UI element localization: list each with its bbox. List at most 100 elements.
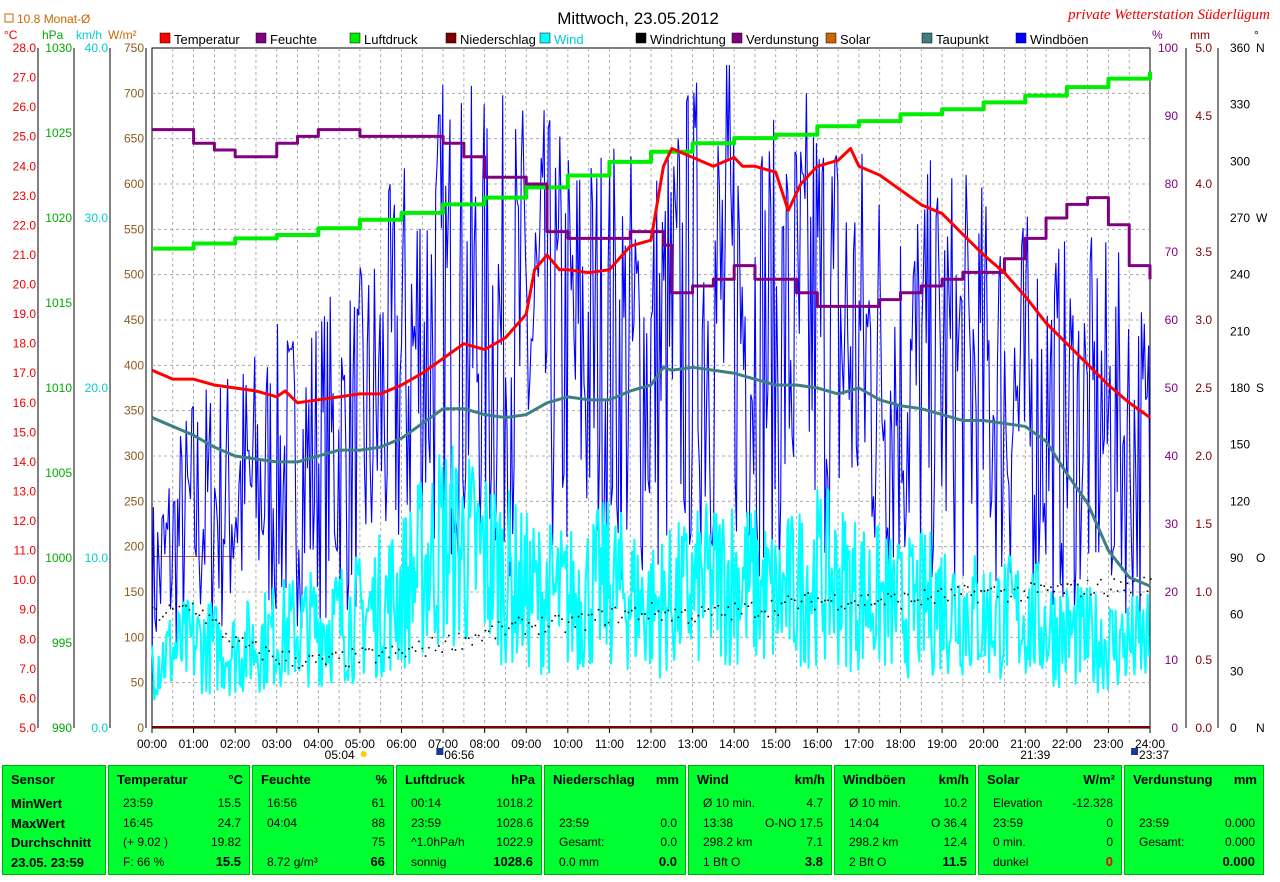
table-header-unit: km/h	[938, 772, 969, 787]
x-tick-label: 21:00	[1010, 737, 1040, 751]
temp-tick-label: 12.0	[13, 514, 37, 528]
table-cell-label: 23:59	[559, 816, 590, 830]
weather-chart: Mittwoch, 23.05.2012 private Wetterstatio…	[4, 7, 1270, 762]
humidity-tick-label: 30	[1165, 517, 1179, 531]
table-cell-value: 10.2	[943, 796, 967, 810]
temp-tick-label: 9.0	[19, 603, 36, 617]
table-cell-value: O 36.4	[930, 816, 967, 830]
table-cell-value: 11.5	[942, 854, 967, 869]
humidity-tick-label: 80	[1165, 177, 1179, 191]
unit-header: °	[1254, 28, 1259, 42]
table-cell-value: 0.0	[658, 854, 677, 869]
table-column-niederschlag: Niederschlag mm 23:59 0.0 Gesamt: 0.0 0.0 mm 0.…	[544, 765, 686, 875]
last-update-label: 23:37	[1139, 748, 1169, 762]
table-header-unit: mm	[655, 772, 679, 787]
table-sensor-label: Durchschnitt	[11, 835, 92, 850]
unit-header: hPa	[42, 28, 64, 42]
table-cell-value: 0	[1105, 854, 1113, 869]
temp-tick-label: 28.0	[13, 41, 37, 55]
wind-tick-label: 40.0	[85, 41, 109, 55]
legend-label: Windrichtung	[650, 32, 726, 47]
table-cell-label: sonnig	[411, 855, 447, 869]
table-cell-label: Gesamt:	[1139, 835, 1185, 849]
temp-tick-label: 27.0	[13, 71, 37, 85]
solar-tick-label: 50	[131, 676, 145, 690]
temp-tick-label: 13.0	[13, 484, 37, 498]
table-sensor-label: 23.05. 23:59	[11, 855, 85, 870]
temp-tick-label: 24.0	[13, 159, 37, 173]
station-name: private Wetterstation Süderlügum	[1067, 7, 1270, 23]
pressure-tick-label: 1010	[45, 381, 72, 395]
series-taupunkt-line	[151, 365, 1151, 588]
humidity-tick-label: 0	[1171, 721, 1178, 735]
table-cell-value: -12.328	[1072, 796, 1113, 810]
table-cell-value: 24.7	[217, 816, 241, 830]
series-wind-line	[151, 445, 1151, 701]
temp-tick-label: 14.0	[13, 455, 37, 469]
solar-tick-label: 350	[124, 404, 144, 418]
temp-tick-label: 7.0	[19, 662, 36, 676]
table-cell-label: 00:14	[411, 796, 442, 810]
chart-title: Mittwoch, 23.05.2012	[557, 9, 719, 28]
table-cell-label: Elevation	[993, 796, 1043, 810]
table-header-unit: W/m²	[1083, 772, 1115, 787]
humidity-tick-label: 70	[1165, 245, 1179, 259]
rain-tick-label: 1.5	[1195, 517, 1212, 531]
table-cell-value: 66	[370, 854, 385, 869]
wind-tick-label: 20.0	[85, 381, 109, 395]
legend-swatch	[539, 32, 551, 44]
table-column-windböen: Windböen km/h Ø 10 min. 10.2 14:04 O 36.4 298.…	[834, 765, 976, 875]
sunrise-label: 05:04	[325, 748, 355, 762]
dir-tick-label: 360	[1230, 41, 1250, 55]
table-cell-value: 0	[1106, 835, 1113, 849]
unit-header: W/m²	[108, 28, 137, 42]
dir-tick-label: 270	[1230, 211, 1250, 225]
legend-swatch	[731, 32, 743, 44]
legend-swatch	[825, 32, 837, 44]
rain-tick-label: 4.0	[1195, 177, 1212, 191]
legend-swatch	[635, 32, 647, 44]
monthly-avg-label: 10.8 Monat-Ø	[17, 12, 90, 26]
table-cell-value: 0.000	[1222, 854, 1255, 869]
table-cell-label: 1 Bft O	[703, 855, 741, 869]
table-cell-value: 7.1	[806, 835, 823, 849]
wind-tick-label: 0.0	[91, 721, 108, 735]
x-tick-label: 19:00	[927, 737, 957, 751]
table-header-unit: °C	[228, 772, 243, 787]
solar-tick-label: 600	[124, 177, 144, 191]
rain-tick-label: 2.0	[1195, 449, 1212, 463]
unit-header: km/h	[76, 28, 102, 42]
solar-tick-label: 200	[124, 540, 144, 554]
solar-tick-label: 100	[124, 630, 144, 644]
temp-tick-label: 19.0	[13, 307, 37, 321]
table-column-solar: Solar W/m² Elevation -12.328 23:59 0 0 min. 0 du…	[978, 765, 1122, 875]
table-cell-value: 4.7	[806, 796, 823, 810]
unit-header: %	[1152, 28, 1163, 42]
table-cell-value: 88	[371, 816, 385, 830]
x-tick-label: 04:00	[303, 737, 333, 751]
dir-tick-label: 120	[1230, 494, 1250, 508]
table-column-wind: Wind km/h Ø 10 min. 4.7 13:38 O-NO 17.5 298.2 …	[688, 765, 832, 875]
solar-noon-label: 06:56	[444, 748, 474, 762]
pressure-tick-label: 1025	[45, 126, 72, 140]
x-tick-label: 09:00	[511, 737, 541, 751]
pressure-tick-label: 1030	[45, 41, 72, 55]
dir-tick-label: 210	[1230, 324, 1250, 338]
x-tick-label: 01:00	[179, 737, 209, 751]
table-cell-label: 0.0 mm	[559, 855, 600, 869]
table-header-label: Windböen	[843, 772, 906, 787]
table-cell-label: dunkel	[993, 855, 1029, 869]
solar-tick-label: 700	[124, 86, 144, 100]
table-header-unit: %	[375, 772, 387, 787]
table-cell-value: 0.000	[1224, 835, 1255, 849]
x-tick-label: 00:00	[137, 737, 167, 751]
solar-noon-icon	[436, 748, 444, 755]
pressure-tick-label: 1000	[45, 551, 72, 565]
x-tick-label: 06:00	[386, 737, 416, 751]
x-tick-label: 24:00	[1135, 737, 1165, 751]
table-cell-value: 0	[1106, 816, 1113, 830]
solar-tick-label: 250	[124, 494, 144, 508]
monthly-avg-marker	[4, 13, 14, 23]
table-cell-label: Ø 10 min.	[849, 796, 902, 810]
x-tick-label: 11:00	[595, 737, 624, 751]
